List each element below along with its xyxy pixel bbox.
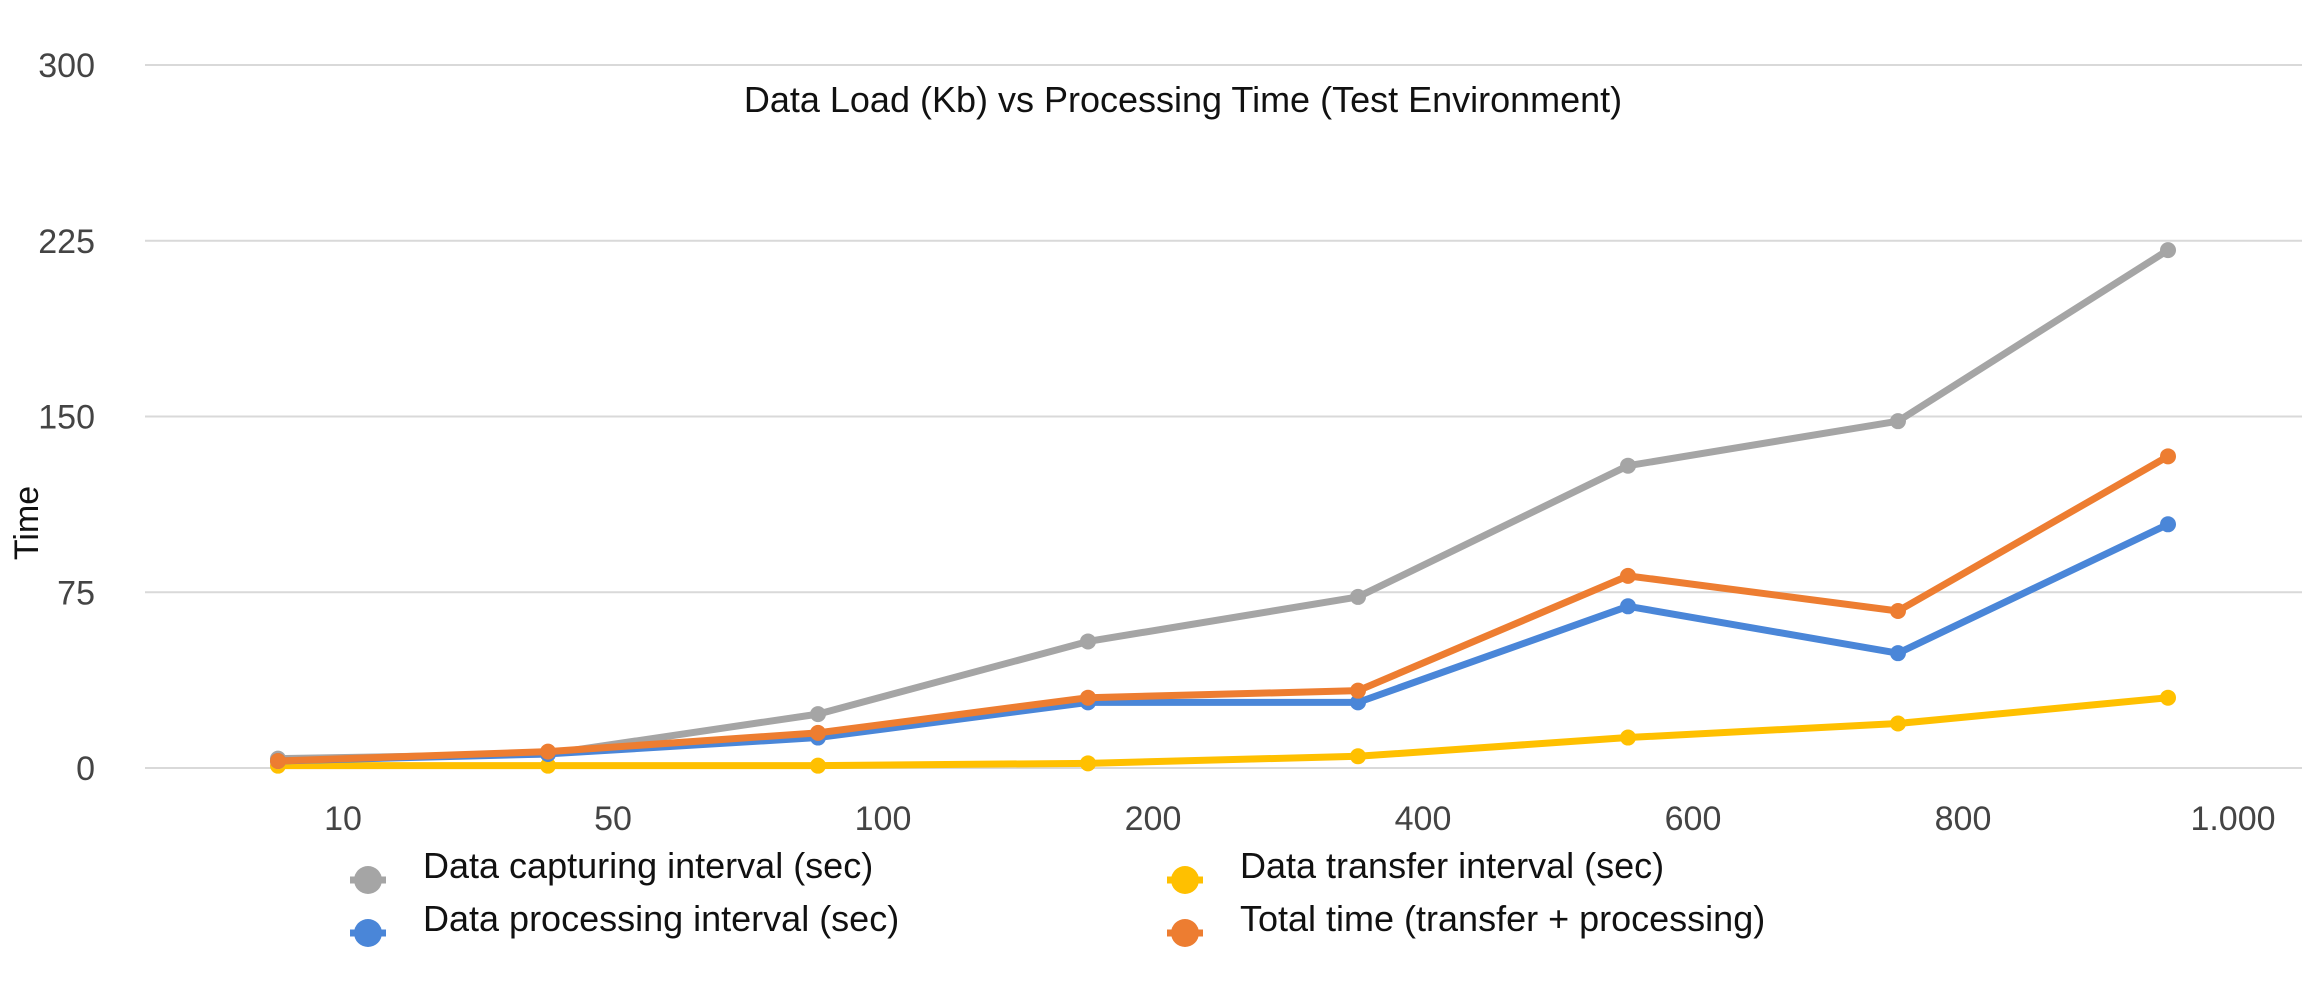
legend-marker: [354, 866, 382, 894]
legend-label: Data processing interval (sec): [423, 898, 899, 939]
data-point: [1080, 633, 1096, 650]
data-point: [2160, 242, 2176, 259]
x-tick-label: 100: [855, 800, 912, 838]
y-tick-label: 0: [76, 750, 95, 788]
legend-marker: [354, 919, 382, 947]
x-tick-label: 1.000: [2190, 800, 2275, 838]
x-tick-label: 200: [1125, 800, 1182, 838]
legend-item: Data transfer interval (sec): [1167, 845, 1664, 894]
data-point: [1350, 748, 1366, 765]
data-point: [1890, 413, 1906, 430]
data-point: [1620, 729, 1636, 746]
data-point: [2160, 689, 2176, 706]
data-point: [810, 757, 826, 774]
data-point: [1350, 588, 1366, 605]
series-line: [274, 246, 2172, 763]
y-axis-ticks: 0 75 150 225 300: [38, 47, 95, 788]
data-point: [1620, 598, 1636, 615]
legend-item: Data processing interval (sec): [350, 898, 899, 947]
data-point: [1620, 567, 1636, 584]
data-point: [2160, 516, 2176, 533]
data-point: [1890, 715, 1906, 732]
legend-item: Data capturing interval (sec): [350, 845, 873, 894]
x-tick-label: 50: [594, 800, 632, 838]
legend: Data capturing interval (sec) Data transf…: [350, 845, 1765, 947]
data-point: [1080, 689, 1096, 706]
chart-title: Data Load (Kb) vs Processing Time (Test …: [744, 79, 1622, 120]
y-axis-label: Time: [8, 486, 46, 560]
legend-item: Total time (transfer + processing): [1167, 898, 1765, 947]
data-point: [1890, 645, 1906, 662]
legend-label: Data capturing interval (sec): [423, 845, 873, 886]
data-point: [1620, 457, 1636, 474]
series-line: [274, 694, 2172, 770]
data-point: [540, 743, 556, 760]
legend-label: Data transfer interval (sec): [1240, 845, 1664, 886]
x-tick-label: 10: [324, 800, 362, 838]
x-tick-label: 600: [1665, 800, 1722, 838]
legend-label: Total time (transfer + processing): [1240, 898, 1765, 939]
series-layer: [270, 242, 2176, 774]
series-3: [270, 448, 2176, 769]
data-point: [2160, 448, 2176, 465]
y-tick-label: 150: [38, 399, 95, 437]
series-line: [274, 452, 2172, 765]
series-2: [270, 516, 2176, 769]
data-point: [1080, 755, 1096, 772]
data-point: [1890, 602, 1906, 619]
series-0: [270, 242, 2176, 767]
grid-lines: [145, 64, 2302, 769]
data-point: [270, 752, 286, 769]
legend-marker: [1171, 919, 1199, 947]
y-tick-label: 225: [38, 223, 95, 261]
data-point: [810, 706, 826, 723]
data-point: [540, 757, 556, 774]
data-point: [810, 724, 826, 741]
data-point: [1350, 682, 1366, 699]
y-tick-label: 300: [38, 47, 95, 85]
data-point: [1350, 694, 1366, 711]
x-tick-label: 800: [1935, 800, 1992, 838]
x-axis-ticks: 10 50 100 200 400 600 800 1.000: [324, 800, 2275, 838]
series-1: [270, 689, 2176, 774]
x-tick-label: 400: [1395, 800, 1452, 838]
y-tick-label: 75: [57, 574, 95, 612]
legend-marker: [1171, 866, 1199, 894]
